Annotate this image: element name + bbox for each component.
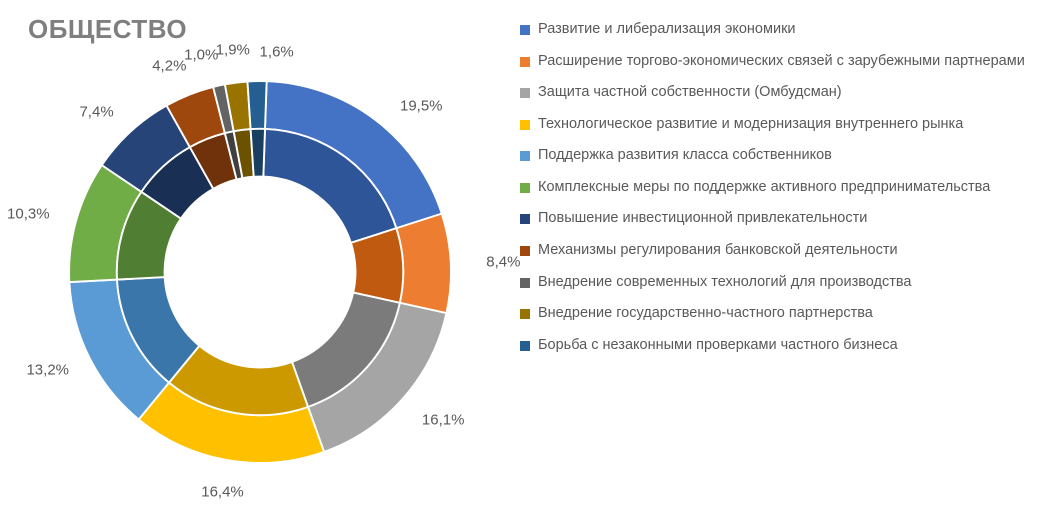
legend-swatch (520, 120, 530, 130)
legend-label: Комплексные меры по поддержке активного … (538, 178, 1025, 198)
legend-item: Механизмы регулирования банковской деяте… (520, 241, 1025, 261)
legend-swatch (520, 88, 530, 98)
legend-swatch (520, 246, 530, 256)
slice-percent-label: 4,2% (152, 57, 186, 74)
legend-swatch (520, 25, 530, 35)
legend-label: Борьба с незаконными проверками частного… (538, 336, 1025, 356)
legend-item: Расширение торгово-экономических связей … (520, 52, 1025, 72)
legend-item: Развитие и либерализация экономики (520, 20, 1025, 40)
legend-swatch (520, 309, 530, 319)
legend-item: Внедрение государственно-частного партне… (520, 304, 1025, 324)
donut-chart-svg (50, 62, 470, 482)
legend-swatch (520, 183, 530, 193)
legend-label: Защита частной собственности (Омбудсман) (538, 83, 1025, 103)
legend-item: Внедрение современных технологий для про… (520, 273, 1025, 293)
legend-item: Комплексные меры по поддержке активного … (520, 178, 1025, 198)
legend-item: Защита частной собственности (Омбудсман) (520, 83, 1025, 103)
donut-chart-container: 19,5%8,4%16,1%16,4%13,2%10,3%7,4%4,2%1,0… (30, 42, 490, 502)
legend-item: Технологическое развитие и модернизация … (520, 115, 1025, 135)
legend-swatch (520, 341, 530, 351)
legend: Развитие и либерализация экономики Расшир… (520, 20, 1025, 367)
legend-label: Развитие и либерализация экономики (538, 20, 1025, 40)
donut-slice-outer (247, 81, 266, 129)
legend-label: Расширение торгово-экономических связей … (538, 52, 1025, 72)
legend-swatch (520, 214, 530, 224)
legend-swatch (520, 57, 530, 67)
legend-item: Борьба с незаконными проверками частного… (520, 336, 1025, 356)
legend-swatch (520, 278, 530, 288)
legend-label: Внедрение современных технологий для про… (538, 273, 1025, 293)
slice-percent-label: 13,2% (26, 362, 69, 379)
legend-label: Повышение инвестиционной привлекательнос… (538, 209, 1025, 229)
slice-percent-label: 16,4% (201, 484, 244, 501)
legend-item: Повышение инвестиционной привлекательнос… (520, 209, 1025, 229)
slice-percent-label: 7,4% (79, 103, 113, 120)
legend-swatch (520, 151, 530, 161)
legend-item: Поддержка развития класса собственников (520, 146, 1025, 166)
slice-percent-label: 8,4% (486, 253, 520, 270)
donut-slice-inner (251, 129, 265, 177)
legend-label: Механизмы регулирования банковской деяте… (538, 241, 1025, 261)
legend-label: Внедрение государственно-частного партне… (538, 304, 1025, 324)
slice-percent-label: 1,9% (216, 42, 250, 59)
slice-percent-label: 16,1% (422, 411, 465, 428)
slice-percent-label: 1,0% (184, 47, 218, 64)
slice-percent-label: 19,5% (400, 98, 443, 115)
legend-label: Технологическое развитие и модернизация … (538, 115, 1025, 135)
donut-slice-outer (396, 214, 451, 313)
slice-percent-label: 10,3% (7, 205, 50, 222)
chart-root: ОБЩЕСТВО 19,5% 8,4% 16,1% 16,4% 13,2% 10,3% 7,… (0, 0, 1045, 523)
donut-slice-inner (351, 228, 403, 303)
slice-percent-label: 1,6% (260, 44, 294, 61)
chart-title: ОБЩЕСТВО (28, 14, 187, 45)
legend-label: Поддержка развития класса собственников (538, 146, 1025, 166)
